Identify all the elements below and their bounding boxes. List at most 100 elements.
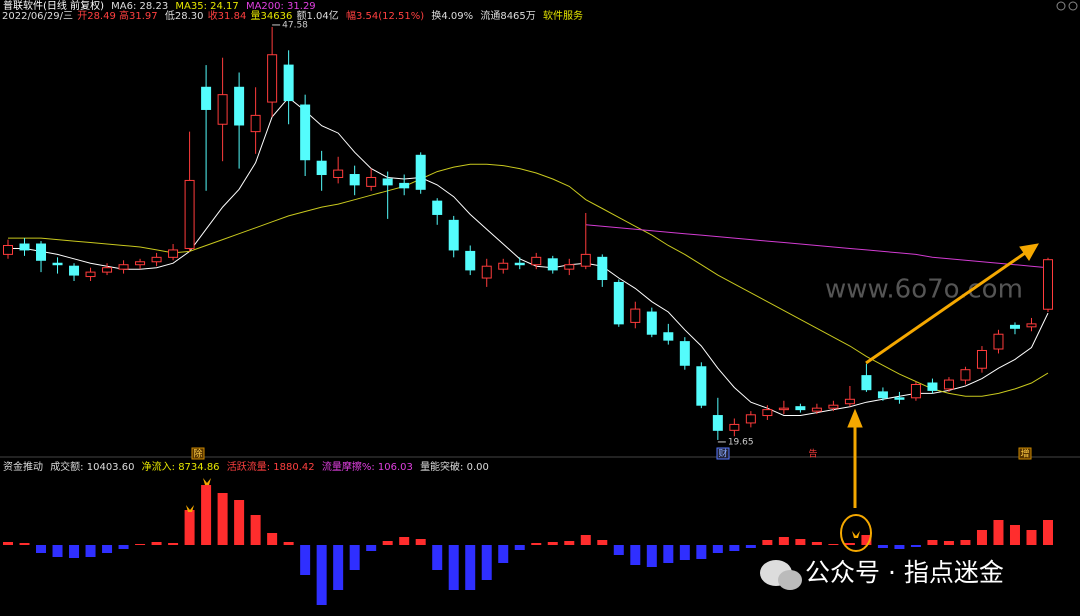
candle-body [778,407,789,411]
event-box [191,447,205,460]
stock-title: 普联软件(日线 前复权) [3,1,104,12]
candle-body [547,258,558,271]
flow-bar [1026,530,1037,545]
event-box [1018,447,1032,460]
candle-body [399,182,410,189]
flow-bar [745,545,756,548]
arrow-head [847,408,863,428]
candle-body [960,369,971,381]
candle-body [366,176,377,187]
candle-body [217,94,228,125]
candle-body [877,391,888,399]
ma-line [8,163,1049,397]
candle-body [679,341,690,366]
flow-bar [399,537,410,545]
signal-icon [186,505,194,512]
flow-bar [943,541,954,545]
flow-bar [250,515,261,545]
candle-body [646,311,657,335]
candle-body [118,264,129,270]
flow-bar [135,544,146,545]
flow-bar [861,535,872,545]
flow-bar [960,540,971,545]
flow-bar [894,545,905,549]
candle-body [316,160,327,176]
ma-legend: MA6: 28.23 [111,1,169,12]
info: 量34636 [250,11,293,22]
flow-bar [333,545,344,590]
candle-body [267,54,278,103]
info: 额1.04亿 [296,11,339,22]
indicator-stat: 净流入: 8734.86 [141,462,220,473]
info: 软件服务 [542,11,583,22]
flow-bar [795,539,806,545]
flow-bar [762,540,773,545]
candle-body [1026,323,1037,328]
candle-body [531,256,542,266]
plot: 47.58 19.65 除 财 告 增 [3,20,1053,605]
indicator-stat: 成交额: 10403.60 [50,462,135,473]
highlight-circle [840,514,872,552]
candle-body [894,397,905,400]
candle-body [481,265,492,279]
candle-body [184,179,195,249]
event-marker: 增 [1020,448,1029,460]
flow-bar [217,493,228,545]
candle-body [828,404,839,409]
flow-bar [432,545,443,570]
candle-body [168,249,179,258]
candle-body [415,154,426,190]
candle-body [861,375,872,391]
flow-bar [118,545,129,549]
flow-bar [19,543,30,545]
flow-bar [85,545,96,557]
info: 幅3.54(12.51%) [345,11,425,22]
info: 高31.97 [119,11,158,22]
candle-body [712,415,723,431]
watermark: www.6o7o.com [825,275,1023,305]
candle-body [993,333,1004,350]
indicator-stat: 活跃流量: 1880.42 [226,462,315,473]
wechat-icon [778,570,802,590]
candle-body [498,262,509,270]
signal-icon [203,478,211,485]
candle-body [250,114,261,133]
candle-body [943,379,954,390]
candle-body [283,64,294,102]
indicator-stat: 流量摩擦%: 106.03 [321,462,413,473]
flow-bar [646,545,657,567]
flow-bar [36,545,47,553]
flow-bar [778,537,789,545]
flow-bar [69,545,80,558]
candle-body [85,271,96,278]
flow-bar [811,542,822,545]
candle-body [234,86,245,126]
candle-body [844,398,855,405]
footer-text: 公众号 · 指点迷金 [805,558,1004,587]
info: 低28.30 [164,11,204,22]
candle-body [201,86,212,110]
candle-body [465,250,476,271]
flow-bar [481,545,492,580]
info: 流通8465万 [480,11,536,22]
candle-body [135,261,146,266]
flow-bar [729,545,740,551]
candle-body [3,244,13,255]
flow-bar [564,541,575,545]
flow-bar [3,542,13,545]
event-marker: 告 [808,448,817,460]
icon [1068,1,1078,11]
flow-bar [300,545,311,575]
flow-bar [267,533,278,545]
ma-line [585,224,1049,269]
candle-body [514,262,525,266]
candle-body [300,104,311,161]
flow-bar [696,545,707,559]
ma-legend: MA200: 31.29 [245,1,316,12]
flow-bar [316,545,327,605]
candle-body [52,262,63,266]
flow-bar [976,530,987,545]
